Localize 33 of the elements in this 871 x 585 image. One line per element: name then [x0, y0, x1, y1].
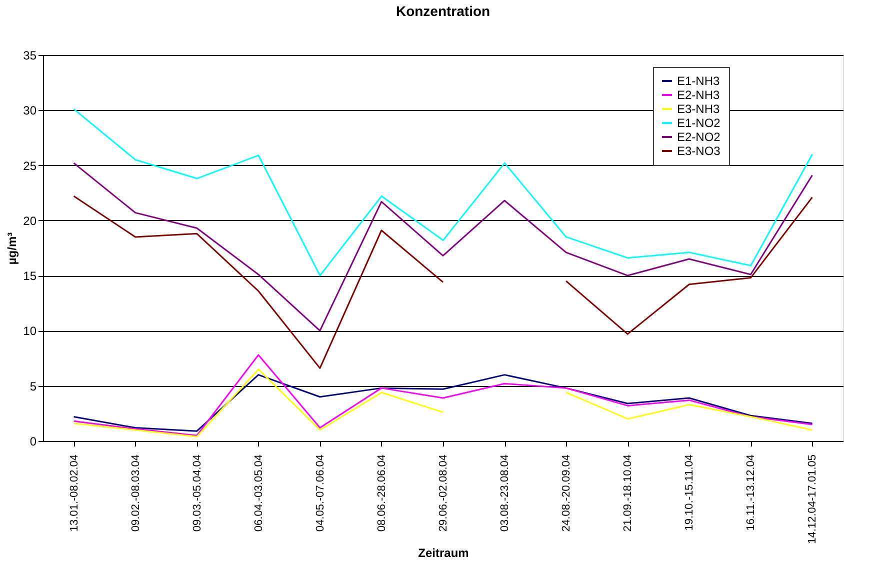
- x-tick-label: 14.12.04-17.01.05: [806, 454, 819, 544]
- x-tick-label: 03.08.-23.08.04: [499, 454, 512, 532]
- x-tick-label: 04.05.-07.06.04: [314, 454, 326, 532]
- y-tick-label: 10: [23, 324, 37, 338]
- y-tick-label: 0: [30, 434, 37, 448]
- legend-label: E1-NH3: [677, 74, 720, 88]
- x-tick-label: 06.04.-03.05.04: [252, 454, 265, 532]
- x-tick-label: 13.01.-08.02.04: [68, 454, 80, 532]
- y-tick-label: 35: [23, 48, 37, 62]
- y-tick-label: 20: [23, 214, 37, 228]
- y-tick-label: 25: [23, 158, 37, 173]
- line-series: [73, 354, 813, 436]
- legend-label: E2-NH3: [677, 88, 720, 102]
- x-tick-label: 09.02.-08.03.04: [130, 454, 142, 532]
- x-tick-label: 19.10.-15.11.04: [684, 454, 696, 531]
- legend-label: E1-NO2: [677, 116, 721, 130]
- legend-label: E2-NO2: [677, 130, 721, 144]
- chart-title: Konzentration: [396, 3, 490, 19]
- x-axis-title: Zeitraum: [418, 546, 469, 560]
- y-axis-title: µg/m³: [5, 232, 20, 265]
- y-tick-label: 30: [23, 104, 37, 118]
- y-tick-label: 5: [30, 379, 37, 394]
- legend-label: E3-NH3: [677, 102, 720, 116]
- x-tick-label: 16.11.-13.12.04: [745, 454, 758, 531]
- legend-label: E3-NO3: [677, 144, 721, 158]
- line-series: [73, 374, 813, 432]
- x-tick-label: 24.08.-20.09.04: [560, 454, 573, 532]
- x-tick-label: 21.09.-18.10.04: [622, 454, 634, 532]
- x-tick-label: 09.03.-05.04.04: [191, 454, 204, 532]
- line-series: [73, 162, 813, 332]
- x-tick-label: 08.06.-28.06.04: [376, 454, 388, 532]
- x-tick-label: 29.06.-02.08.04: [438, 454, 450, 532]
- y-tick-label: 15: [23, 269, 37, 284]
